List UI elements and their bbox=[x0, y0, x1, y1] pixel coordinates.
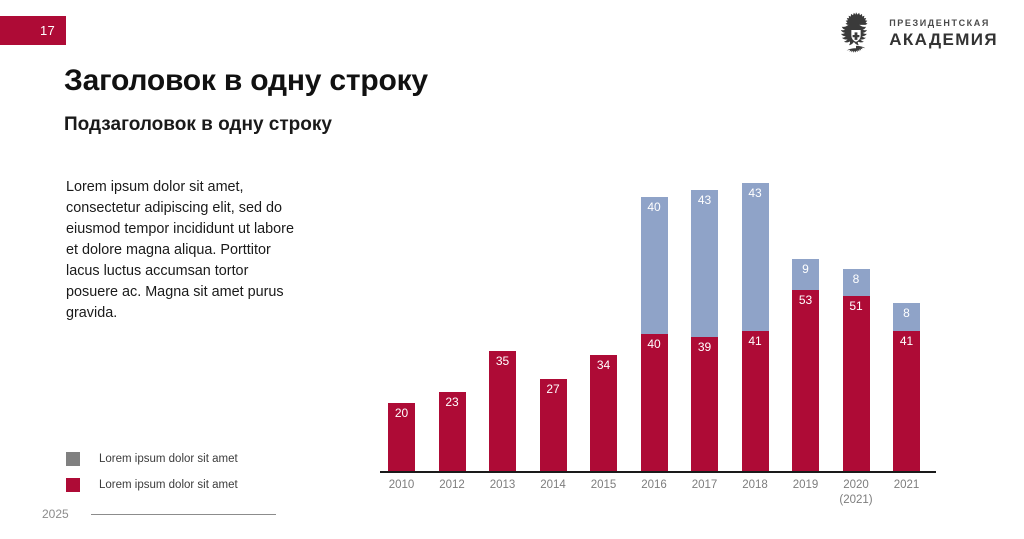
chart-bar-value-bottom: 41 bbox=[748, 333, 762, 348]
chart-bar-value-bottom: 40 bbox=[647, 337, 661, 352]
brand-wordmark: ПРЕЗИДЕНТСКАЯ АКАДЕМИЯ bbox=[889, 17, 998, 49]
chart-x-tick-label: 2019 bbox=[792, 479, 819, 491]
chart-bar-segment-bottom: 40 bbox=[640, 334, 668, 471]
footer-year: 2025 bbox=[42, 507, 69, 521]
chart-bar[interactable]: 27 bbox=[539, 378, 567, 471]
chart-bar-segment-top: 43 bbox=[691, 190, 718, 338]
chart-x-tick-label: 2017 bbox=[691, 479, 718, 491]
chart-bar-segment-bottom: 51 bbox=[842, 296, 870, 471]
page-subtitle: Подзаголовок в одну строку bbox=[64, 114, 332, 135]
chart-bar-segment-bottom: 41 bbox=[893, 330, 920, 471]
chart-bar-segment-bottom: 39 bbox=[691, 337, 718, 471]
chart-x-tick-label: 2015 bbox=[590, 479, 617, 491]
chart-bar-value-top: 8 bbox=[903, 306, 910, 321]
chart-bar-value-top: 43 bbox=[748, 186, 762, 201]
legend-label-series-2: Lorem ipsum dolor sit amet bbox=[99, 478, 238, 491]
chart-bar[interactable]: 34 bbox=[590, 354, 617, 471]
chart-bar-segment-bottom: 23 bbox=[438, 392, 466, 471]
chart-bar-segment-bottom: 34 bbox=[590, 354, 617, 471]
footer-divider bbox=[90, 513, 276, 515]
stacked-bar-chart: 20 23 35 27 34 40 40 43 39 43 41 9 53 8 51 8 41 2010 2012… bbox=[380, 180, 940, 506]
chart-bar-segment-top: 9 bbox=[792, 258, 819, 290]
chart-bar-segment-top: 40 bbox=[640, 197, 668, 335]
legend-item[interactable]: Lorem ipsum dolor sit amet bbox=[66, 448, 238, 469]
chart-bar-value-top: 8 bbox=[852, 272, 860, 287]
page-number-text: 17 bbox=[39, 23, 55, 38]
chart-bar[interactable]: 20 bbox=[388, 402, 415, 471]
legend-swatch-series-1 bbox=[66, 451, 80, 466]
chart-bar[interactable]: 43 39 bbox=[691, 190, 718, 471]
footer: 2025 bbox=[42, 507, 276, 521]
chart-bar-value-bottom: 35 bbox=[495, 354, 510, 369]
chart-x-tick-label: 2012 bbox=[439, 479, 465, 491]
legend-label-series-1: Lorem ipsum dolor sit amet bbox=[99, 452, 238, 465]
legend-item[interactable]: Lorem ipsum dolor sit amet bbox=[66, 474, 238, 495]
brand-wordmark-line1: ПРЕЗИДЕНТСКАЯ bbox=[889, 17, 990, 28]
chart-bar-segment-bottom: 35 bbox=[489, 351, 516, 471]
body-paragraph: Lorem ipsum dolor sit amet, consectetur … bbox=[66, 179, 294, 321]
chart-bar-value-bottom: 39 bbox=[697, 340, 712, 355]
chart-bar-segment-bottom: 27 bbox=[539, 378, 567, 471]
page-title: Заголовок в одну строку bbox=[64, 64, 428, 97]
chart-x-tick-label: 2016 bbox=[641, 479, 667, 491]
chart-bar-segment-bottom: 53 bbox=[792, 289, 819, 471]
chart-bar[interactable]: 43 41 bbox=[741, 183, 769, 471]
brand-logo: ПРЕЗИДЕНТСКАЯ АКАДЕМИЯ bbox=[832, 9, 998, 57]
chart-x-tick-label: 2013 bbox=[489, 479, 516, 491]
chart-bar-value-bottom: 53 bbox=[798, 292, 813, 307]
chart-bar-segment-top: 43 bbox=[741, 183, 769, 331]
chart-x-tick-label: 2014 bbox=[540, 479, 566, 491]
brand-wordmark-line2: АКАДЕМИЯ bbox=[889, 29, 998, 49]
chart-x-axis bbox=[380, 471, 936, 473]
chart-x-tick-label: 2010 bbox=[388, 479, 415, 491]
chart-bar-value-top: 9 bbox=[802, 261, 809, 276]
chart-bar[interactable]: 9 53 bbox=[792, 258, 819, 471]
chart-bar-segment-bottom: 20 bbox=[388, 402, 415, 471]
chart-plot-area: 20 23 35 27 34 40 40 43 39 43 41 9 53 8 51 8 41 bbox=[380, 180, 940, 471]
chart-bar-segment-top: 8 bbox=[842, 269, 870, 297]
legend-swatch-series-2 bbox=[66, 477, 80, 492]
page-number-badge: 17 bbox=[0, 16, 66, 45]
chart-bar-value-top: 43 bbox=[697, 193, 712, 208]
chart-x-tick-label: 2021 bbox=[893, 479, 920, 491]
chart-bar-value-bottom: 41 bbox=[899, 333, 914, 348]
chart-x-tick-label: 2018 bbox=[742, 479, 768, 491]
chart-legend: Lorem ipsum dolor sit amet Lorem ipsum d… bbox=[66, 448, 238, 500]
chart-bar-value-bottom: 34 bbox=[596, 357, 611, 372]
chart-bar-segment-top: 8 bbox=[893, 303, 920, 331]
chart-bar-value-bottom: 20 bbox=[394, 405, 409, 420]
chart-bar[interactable]: 8 51 bbox=[842, 269, 870, 471]
chart-bar-segment-bottom: 41 bbox=[741, 330, 769, 471]
chart-bar[interactable]: 40 40 bbox=[640, 197, 668, 471]
chart-bar-value-bottom: 51 bbox=[849, 299, 863, 314]
chart-bar-value-top: 40 bbox=[647, 200, 661, 215]
ranepa-eagle-emblem-icon bbox=[832, 9, 880, 57]
chart-bar-value-bottom: 23 bbox=[445, 395, 459, 410]
chart-x-tick-label: 2020 (2021) bbox=[828, 478, 884, 508]
chart-bar-value-bottom: 27 bbox=[546, 381, 560, 396]
chart-x-tick-sublabel: (2021) bbox=[839, 494, 873, 506]
chart-bar[interactable]: 23 bbox=[438, 392, 466, 471]
chart-bar[interactable]: 35 bbox=[489, 351, 516, 471]
chart-bar[interactable]: 8 41 bbox=[893, 303, 920, 471]
